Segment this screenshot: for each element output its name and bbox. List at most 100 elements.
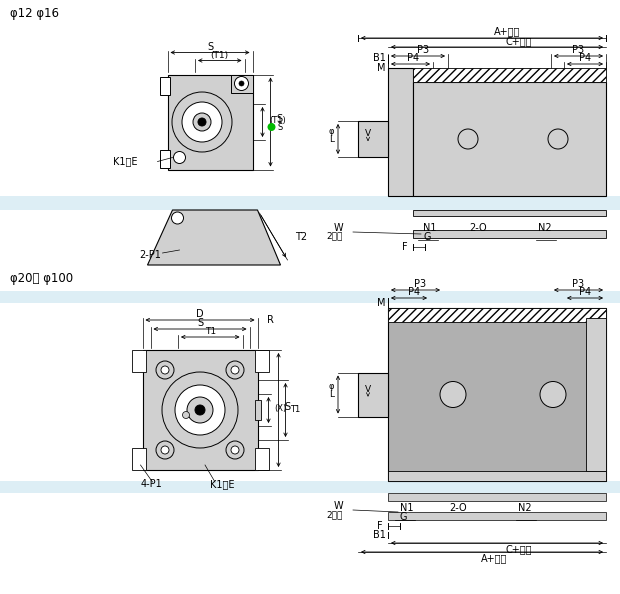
Circle shape: [172, 92, 232, 152]
Text: P4: P4: [408, 287, 420, 297]
Text: (X): (X): [275, 405, 286, 413]
Circle shape: [234, 77, 249, 90]
Circle shape: [458, 129, 478, 149]
Text: P4: P4: [579, 53, 591, 63]
Bar: [131, 448, 146, 470]
Text: M: M: [378, 298, 386, 308]
Circle shape: [239, 81, 244, 86]
Text: N2: N2: [518, 503, 531, 513]
Bar: [254, 400, 260, 420]
Text: 4-P1: 4-P1: [141, 479, 162, 489]
Text: D: D: [196, 309, 204, 319]
Text: φ: φ: [329, 382, 334, 391]
Text: P3: P3: [572, 279, 585, 289]
Bar: [0, 196, 620, 210]
Circle shape: [162, 372, 238, 448]
Text: 2-O: 2-O: [449, 503, 467, 513]
Bar: [131, 350, 146, 372]
Circle shape: [226, 441, 244, 459]
Bar: [388, 68, 413, 196]
Text: W: W: [334, 501, 343, 511]
Text: V: V: [365, 129, 371, 138]
Text: M: M: [378, 63, 386, 73]
Text: P4: P4: [579, 287, 591, 297]
Circle shape: [175, 385, 225, 435]
Circle shape: [187, 397, 213, 423]
Text: G: G: [423, 232, 430, 242]
Polygon shape: [148, 210, 280, 265]
Text: B1: B1: [373, 53, 386, 63]
Circle shape: [540, 381, 566, 407]
Text: V: V: [365, 385, 371, 394]
Bar: [167, 74, 252, 169]
Text: C+行程: C+行程: [505, 544, 532, 554]
Text: 2-P1: 2-P1: [140, 250, 161, 260]
Text: P4: P4: [407, 53, 420, 63]
Text: A+行程: A+行程: [481, 553, 508, 563]
Bar: [388, 471, 606, 481]
Bar: [358, 372, 388, 416]
Text: T1: T1: [291, 405, 301, 413]
Text: C+行程: C+行程: [505, 36, 532, 46]
Circle shape: [548, 129, 568, 149]
Text: T2: T2: [296, 232, 308, 242]
Circle shape: [198, 118, 206, 126]
Text: S: S: [207, 42, 213, 52]
Text: φ: φ: [329, 127, 334, 135]
Text: (T1): (T1): [270, 115, 286, 125]
Text: N1: N1: [423, 223, 436, 233]
Text: K1深E: K1深E: [113, 156, 138, 166]
Bar: [388, 308, 606, 481]
Text: S: S: [285, 402, 291, 412]
Circle shape: [161, 446, 169, 454]
Text: (T1): (T1): [211, 51, 229, 60]
Bar: [413, 210, 606, 216]
Bar: [358, 121, 388, 157]
Circle shape: [231, 446, 239, 454]
Text: F: F: [378, 521, 383, 531]
Bar: [388, 308, 606, 322]
Bar: [159, 150, 169, 168]
Text: φ20～ φ100: φ20～ φ100: [10, 272, 73, 285]
Bar: [0, 481, 620, 493]
Text: N1: N1: [400, 503, 414, 513]
Circle shape: [195, 405, 205, 415]
Text: S: S: [278, 122, 283, 131]
Text: P3: P3: [414, 279, 427, 289]
Circle shape: [156, 441, 174, 459]
Bar: [388, 512, 606, 520]
Bar: [143, 350, 257, 470]
Circle shape: [172, 212, 184, 224]
Text: S: S: [197, 318, 203, 328]
Bar: [388, 493, 606, 501]
Bar: [413, 68, 606, 82]
Text: W: W: [334, 223, 343, 233]
Circle shape: [161, 366, 169, 374]
Bar: [413, 82, 606, 196]
Text: R: R: [267, 315, 275, 325]
Circle shape: [174, 151, 185, 163]
Text: 2-O: 2-O: [469, 223, 487, 233]
Circle shape: [156, 361, 174, 379]
Bar: [586, 318, 606, 471]
Text: 2面幅: 2面幅: [327, 232, 343, 241]
Circle shape: [267, 123, 275, 131]
Text: L: L: [329, 134, 334, 144]
Bar: [413, 230, 606, 238]
Bar: [254, 350, 268, 372]
Text: P3: P3: [572, 45, 585, 55]
Circle shape: [226, 361, 244, 379]
Text: P3: P3: [417, 45, 429, 55]
Text: T1: T1: [205, 327, 216, 336]
Text: F: F: [402, 242, 408, 252]
Text: S: S: [277, 114, 283, 124]
Circle shape: [440, 381, 466, 407]
Circle shape: [231, 366, 239, 374]
Text: B1: B1: [373, 530, 386, 540]
Bar: [159, 77, 169, 94]
Text: L: L: [329, 390, 334, 399]
Text: K1深E: K1深E: [210, 479, 234, 489]
Text: G: G: [400, 512, 407, 522]
Bar: [0, 291, 620, 303]
Text: A+行程: A+行程: [494, 26, 520, 36]
